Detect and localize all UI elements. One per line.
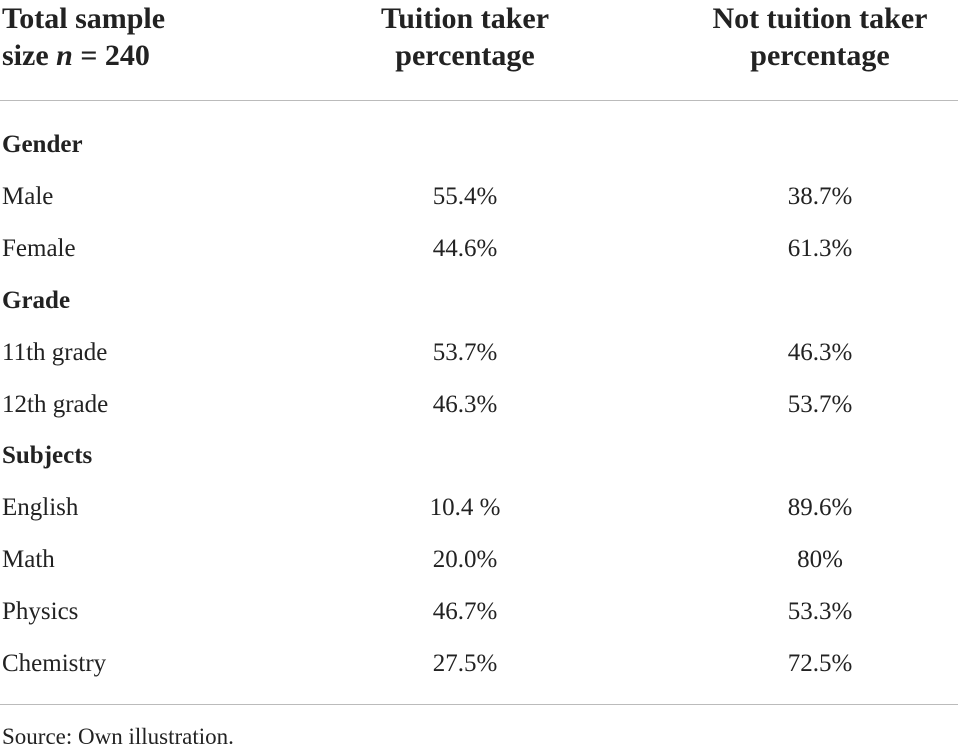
cell-value: 55.4% bbox=[432, 182, 498, 210]
cell-value: 20.0% bbox=[432, 546, 498, 574]
row-label: Male bbox=[2, 182, 54, 210]
header-cell: Tuition taker percentage bbox=[380, 2, 550, 72]
cell-value: 61.3% bbox=[787, 234, 853, 262]
header-text: Total sample size bbox=[2, 2, 166, 72]
cell-value: 10.4 % bbox=[429, 494, 501, 522]
cell-value: 44.6% bbox=[432, 234, 498, 262]
cell-value: 80% bbox=[797, 546, 843, 574]
cell-value: 89.6% bbox=[787, 494, 853, 522]
cell-value: 46.3% bbox=[787, 338, 853, 366]
cell-value: 27.5% bbox=[432, 650, 498, 677]
section-title: Gender bbox=[2, 131, 83, 158]
cell-value: 53.7% bbox=[432, 338, 498, 366]
cell-value: 38.7% bbox=[787, 182, 853, 210]
row-label: Math bbox=[2, 546, 55, 574]
row-label: Female bbox=[2, 234, 76, 262]
rule bbox=[0, 100, 958, 101]
header-cell: Not tuition taker percentage bbox=[712, 2, 928, 72]
cell-value: 46.3% bbox=[432, 390, 498, 418]
footnote: Source: Own illustration. bbox=[2, 724, 234, 749]
row-label: English bbox=[2, 494, 79, 522]
cell-value: 53.7% bbox=[787, 390, 853, 418]
cell-value: 53.3% bbox=[787, 598, 853, 626]
section-title: Grade bbox=[2, 286, 71, 314]
row-label: Physics bbox=[2, 598, 79, 626]
header-cell: Total sample size n = 240 bbox=[2, 0, 217, 74]
header-italic: n bbox=[56, 39, 73, 72]
row-label: Chemistry bbox=[2, 650, 107, 677]
section-title: Subjects bbox=[2, 442, 93, 470]
rule bbox=[0, 704, 958, 705]
row-label: 11th grade bbox=[2, 338, 108, 366]
row-label: 12th grade bbox=[2, 390, 109, 418]
header-text: = 240 bbox=[80, 39, 150, 72]
cell-value: 46.7% bbox=[432, 598, 498, 626]
cell-value: 72.5% bbox=[787, 650, 853, 677]
